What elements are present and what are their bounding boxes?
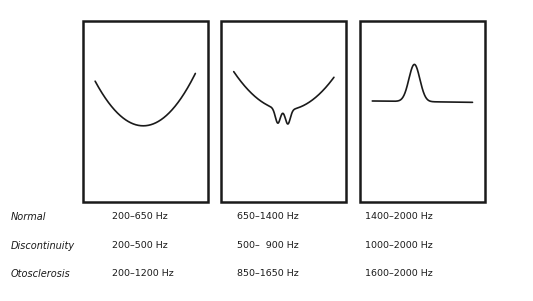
Text: 650–1400 Hz: 650–1400 Hz xyxy=(237,212,299,221)
Bar xyxy=(221,21,346,202)
Text: 500–  900 Hz: 500– 900 Hz xyxy=(237,241,299,250)
Text: Discontinuity: Discontinuity xyxy=(11,241,75,251)
Bar xyxy=(83,21,208,202)
Text: Normal: Normal xyxy=(11,212,46,222)
Bar xyxy=(360,21,485,202)
Text: Otosclerosis: Otosclerosis xyxy=(11,269,70,279)
Text: 200–650 Hz: 200–650 Hz xyxy=(112,212,168,221)
Text: 1400–2000 Hz: 1400–2000 Hz xyxy=(365,212,433,221)
Text: 200–500 Hz: 200–500 Hz xyxy=(112,241,168,250)
Text: 850–1650 Hz: 850–1650 Hz xyxy=(237,269,299,278)
Text: 1600–2000 Hz: 1600–2000 Hz xyxy=(365,269,433,278)
Text: 200–1200 Hz: 200–1200 Hz xyxy=(112,269,174,278)
Text: 1000–2000 Hz: 1000–2000 Hz xyxy=(365,241,433,250)
